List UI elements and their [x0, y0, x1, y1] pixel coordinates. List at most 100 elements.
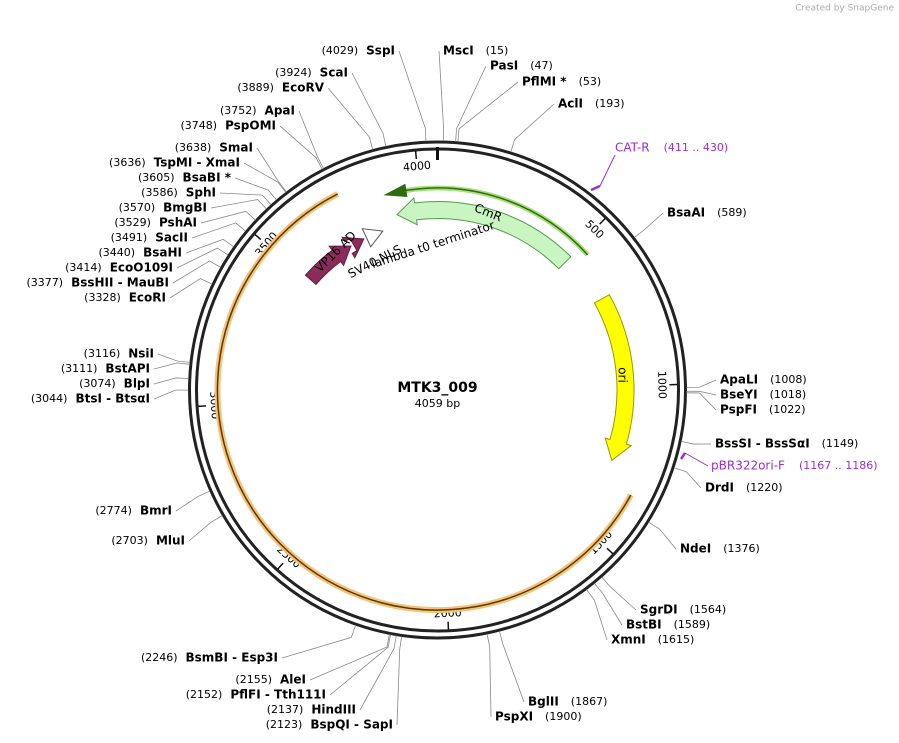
ruler-label: 1000: [655, 371, 669, 399]
site-position: (1867): [571, 695, 608, 708]
site-name: MluI: [156, 534, 185, 548]
site-leader: [648, 521, 677, 550]
site-name: SgrDI: [640, 603, 678, 617]
site-name: SmaI: [219, 141, 253, 155]
site-leader: [686, 390, 717, 396]
site-leader: [153, 362, 190, 370]
site-name: DrdI: [705, 481, 734, 495]
backbone-outer: [188, 140, 687, 640]
site-name: PflMI *: [522, 75, 567, 89]
site-leader: [153, 389, 189, 400]
site-name: ApaI: [265, 104, 295, 118]
feature-arrow: [361, 228, 384, 248]
primer-bar: [679, 452, 687, 460]
site-leader: [256, 147, 287, 193]
site-position: (1149): [822, 437, 859, 450]
site-position: (3529): [114, 216, 151, 229]
site-name: PshAI: [159, 216, 197, 230]
site-position: (3586): [141, 186, 178, 199]
site-name: HindIII: [311, 703, 356, 717]
site-leader: [176, 247, 229, 269]
site-leader: [175, 490, 211, 512]
site-position: (2774): [95, 504, 132, 517]
site-leader: [681, 440, 712, 445]
site-leader: [351, 72, 387, 147]
site-leader: [396, 636, 402, 726]
site-name: PasI: [490, 59, 518, 73]
feature-arrow: [593, 294, 635, 462]
site-leader: [281, 625, 356, 659]
site-position: (3328): [84, 291, 121, 304]
ruler-label: 4000: [402, 159, 431, 174]
primer-lead: [684, 452, 709, 467]
ruler-tick: [599, 217, 606, 225]
site-name: BspQI - SapI: [310, 718, 393, 732]
site-position: (3889): [237, 81, 274, 94]
site-position: (3491): [111, 231, 148, 244]
site-leader: [457, 81, 519, 142]
site-position: (2137): [267, 703, 304, 716]
site-leader: [172, 260, 222, 284]
site-position: (15): [486, 44, 509, 57]
site-position: (1900): [545, 710, 582, 723]
site-leader: [309, 634, 390, 681]
site-position: (1615): [658, 633, 695, 646]
site-position: (2703): [111, 534, 148, 547]
site-name: PspXI: [495, 710, 533, 724]
orange-arc-line: [216, 193, 632, 611]
site-name: BssHII - MauBI: [71, 276, 169, 290]
site-name: ScaI: [320, 66, 348, 80]
site-position: (3570): [119, 201, 156, 214]
site-position: (1220): [746, 481, 783, 494]
site-leader: [298, 110, 324, 169]
site-leader: [486, 633, 492, 718]
site-leader: [601, 576, 637, 611]
site-position: (1564): [690, 603, 727, 616]
primer-range: (411 .. 430): [664, 141, 729, 154]
site-name: BsaAI: [667, 206, 705, 220]
site-leader: [191, 222, 246, 239]
plasmid-name: MTK3_009: [397, 380, 477, 396]
site-name: BlpI: [124, 377, 150, 391]
site-name: BssSI - BssSαI: [715, 437, 810, 451]
site-leader: [455, 65, 487, 142]
site-leader: [634, 212, 664, 238]
site-position: (2152): [186, 688, 223, 701]
site-leader: [219, 192, 272, 206]
site-position: (3116): [84, 347, 121, 360]
site-leader: [594, 583, 623, 626]
site-name: BtsI - BtsαI: [75, 392, 150, 406]
site-leader: [329, 634, 391, 696]
site-leader: [234, 177, 277, 201]
site-leader: [185, 238, 235, 254]
site-position: (1589): [674, 618, 711, 631]
site-position: (1018): [770, 388, 807, 401]
site-position: (1022): [769, 403, 806, 416]
site-name: BsmBI - Esp3I: [186, 651, 278, 665]
site-position: (2246): [141, 651, 178, 664]
site-position: (3752): [220, 104, 257, 117]
plasmid-size: 4059 bp: [415, 397, 460, 410]
site-name: MscI: [443, 44, 474, 58]
site-leader: [586, 589, 608, 641]
site-position: (53): [579, 75, 602, 88]
site-position: (3748): [180, 119, 217, 132]
ruler-tick: [254, 233, 262, 241]
credit: Created by SnapGene: [795, 4, 894, 14]
feature-arrow: [304, 245, 352, 286]
site-leader: [499, 631, 525, 703]
site-leader: [327, 87, 374, 150]
site-leader: [200, 210, 256, 224]
site-leader: [169, 278, 213, 299]
feature-label: ori: [616, 367, 630, 383]
site-name: EcoO109I: [110, 261, 173, 275]
feature-label: lambda t0 terminator: [369, 218, 496, 271]
site-name: SacII: [155, 231, 188, 245]
site-position: (3638): [175, 141, 212, 154]
feature-arrow: [341, 236, 365, 259]
ruler-tick: [277, 562, 284, 570]
site-position: (193): [595, 97, 625, 110]
site-name: BseYI: [720, 388, 758, 402]
site-name: BstBI: [626, 618, 662, 632]
site-leader: [153, 377, 189, 385]
